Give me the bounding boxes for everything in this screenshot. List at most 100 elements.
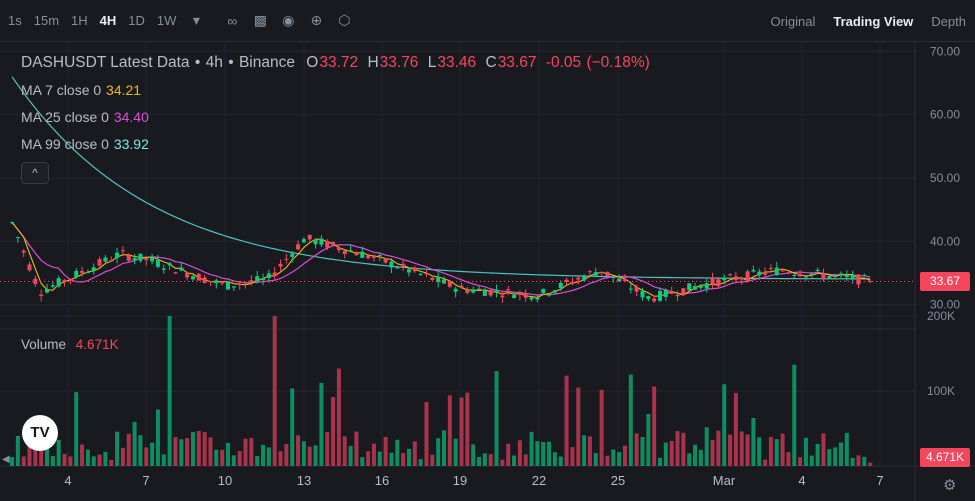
candle-body (132, 258, 137, 260)
volume-bar (733, 392, 738, 466)
view-original[interactable]: Original (770, 13, 816, 29)
candle-body (617, 278, 622, 282)
chart-toolbar: 1s 15m 1H 4H 1D 1W ▾ ∞ ▩ ◉ ⊕ ⬡ Original Tradin… (0, 0, 975, 42)
volume-bar (50, 455, 55, 466)
candle-body (844, 275, 849, 278)
price-axis-label: 70.00 (930, 44, 960, 58)
volume-bar (681, 432, 686, 466)
add-icon[interactable]: ⊕ (310, 12, 323, 28)
timeframe-1s[interactable]: 1s (8, 13, 22, 28)
candle-body (155, 260, 160, 267)
volume-bar (290, 388, 295, 466)
volume-bar (406, 448, 411, 466)
volume-bar (45, 438, 50, 466)
candle-body (173, 272, 178, 274)
volume-bar (710, 439, 715, 466)
volume-bar (161, 454, 166, 466)
ohlc-change-pct: (−0.18%) (586, 54, 650, 71)
ohlc-low: 33.46 (437, 54, 477, 71)
candle-body (290, 253, 295, 257)
volume-bar (436, 438, 441, 466)
volume-bar (237, 451, 242, 466)
candle-body (827, 275, 832, 279)
volume-legend: Volume 4.671K (21, 337, 119, 352)
candle-body (126, 255, 131, 261)
candle-body (50, 285, 55, 287)
timeframe-1w[interactable]: 1W (156, 13, 177, 28)
scroll-left-icon[interactable]: ◀ (2, 454, 10, 465)
candle-body (482, 290, 487, 296)
chart-settings-gear-icon[interactable]: ⚙ (943, 477, 957, 494)
x-tick-label: 25 (611, 473, 625, 488)
x-tick-label: 7 (876, 473, 883, 488)
view-switcher: Original Trading View Depth (762, 0, 975, 42)
settings-hex-icon[interactable]: ⬡ (338, 12, 351, 28)
candle-body (652, 298, 657, 302)
candle-body (120, 250, 125, 252)
volume-bar (803, 437, 808, 466)
candle-body (167, 263, 172, 266)
volume-bar (652, 386, 657, 466)
candle-body (313, 239, 318, 245)
volume-bar (698, 449, 703, 466)
candle-body (728, 274, 733, 276)
volume-bar (471, 444, 476, 466)
volume-bar (115, 431, 120, 466)
candle-body (395, 267, 400, 269)
volume-bar (442, 430, 446, 466)
volume-bar (541, 441, 546, 466)
timeframe-1h[interactable]: 1H (71, 13, 88, 28)
volume-bar (786, 452, 791, 466)
ohlc-close: 33.67 (497, 54, 537, 71)
candle-body (447, 281, 452, 287)
volume-bar (564, 375, 569, 466)
price-axis-label: 30.00 (930, 298, 960, 312)
candle-body (249, 280, 254, 282)
candle-body (237, 284, 242, 286)
volume-bar (844, 432, 849, 466)
candle-body (477, 288, 482, 290)
timeframe-1d[interactable]: 1D (128, 13, 145, 28)
view-depth[interactable]: Depth (931, 13, 966, 29)
candle-body (284, 258, 289, 260)
collapse-legend-button[interactable]: ^ (21, 162, 49, 184)
candle-body (500, 295, 505, 298)
volume-bar (447, 395, 452, 466)
dropdown-caret-icon[interactable]: ▾ (192, 12, 200, 28)
volume-bar (646, 414, 651, 466)
ma99-legend[interactable]: MA 99 close 0 33.92 (21, 136, 150, 152)
candle-body (763, 271, 768, 275)
x-tick-label: 10 (218, 473, 232, 488)
candle-body (564, 279, 569, 282)
ohlc-change: -0.05 (545, 54, 582, 71)
candle-body (144, 258, 149, 261)
candle-body (768, 268, 773, 270)
camera-icon[interactable]: ◉ (282, 12, 295, 28)
volume-bar (418, 459, 423, 466)
candle-body (301, 239, 306, 243)
candle-body (587, 271, 592, 273)
ma25-legend[interactable]: MA 25 close 0 34.40 (21, 109, 150, 125)
indicators-icon[interactable]: ∞ (227, 12, 238, 29)
candle-body (634, 286, 639, 292)
candle-body (366, 255, 371, 259)
candle-body (862, 275, 867, 277)
candle-body (593, 272, 598, 276)
candle-body (622, 279, 627, 282)
ma7-line (11, 221, 871, 299)
volume-bar (150, 442, 155, 466)
candle-body (687, 283, 692, 291)
volume-bar (494, 371, 499, 466)
candle-type-icon[interactable]: ▩ (253, 12, 268, 28)
ohlc-open: 33.72 (319, 54, 359, 71)
price-chart[interactable]: 4 7 10 13 16 19 22 25 Mar 4 7 70.00 60.00 50.00 40.00 3… (0, 42, 975, 501)
volume-bar (838, 442, 843, 466)
volume-bar (547, 441, 552, 466)
timeframe-15m[interactable]: 15m (33, 13, 60, 28)
timeframe-4h[interactable]: 4H (99, 13, 117, 28)
volume-bar (202, 432, 207, 466)
volume-bar (336, 368, 341, 466)
view-trading-view[interactable]: Trading View (833, 13, 914, 29)
ma7-legend[interactable]: MA 7 close 0 34.21 (21, 82, 142, 98)
candle-body (115, 252, 120, 258)
